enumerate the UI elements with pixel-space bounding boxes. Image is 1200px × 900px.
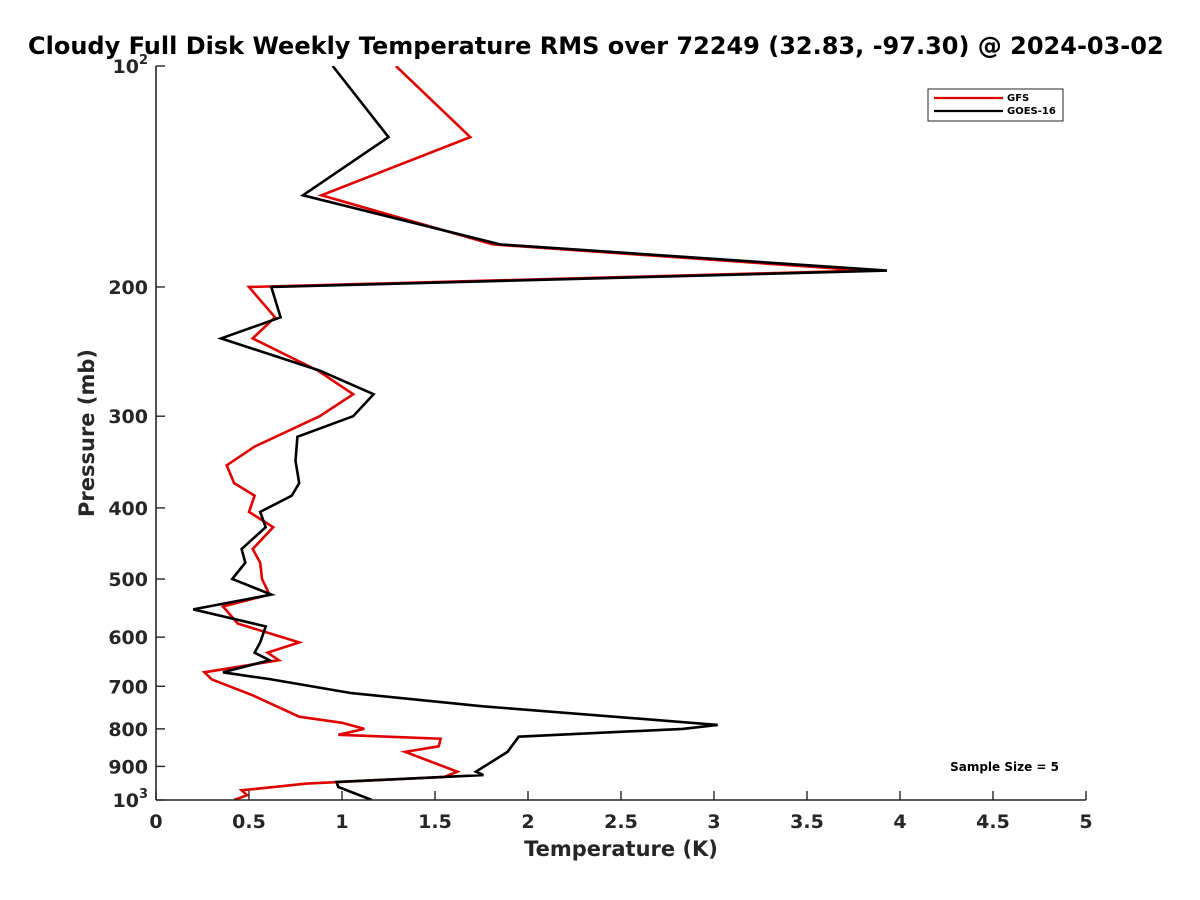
y-tick-label: 700 (108, 676, 148, 698)
legend: GFS GOES-16 (927, 88, 1064, 122)
legend-box (927, 88, 1064, 122)
x-ticks: 0 0.5 1 1.5 2 2.5 3 3.5 4 4.5 5 (149, 791, 1093, 833)
x-tick-label: 1.5 (418, 811, 452, 833)
y-tick-label: 400 (108, 498, 148, 520)
x-tick-label: 2 (521, 811, 534, 833)
y-ticks: 102 200 300 400 500 600 700 800 900 103 (108, 53, 165, 812)
series-layer (192, 66, 888, 800)
y-tick-label: 900 (108, 756, 148, 778)
legend-label-goes: GOES-16 (1007, 106, 1056, 117)
x-tick-label: 0 (149, 811, 162, 833)
series-line-goes-16 (192, 66, 888, 800)
x-tick-label: 4 (893, 811, 906, 833)
series-line-gfs (201, 66, 867, 800)
x-tick-label: 4.5 (976, 811, 1010, 833)
x-axis-label: Temperature (K) (524, 837, 718, 861)
y-axis-label: Pressure (mb) (75, 349, 99, 517)
x-tick-label: 2.5 (604, 811, 638, 833)
x-tick-label: 0.5 (232, 811, 266, 833)
y-tick-label: 500 (108, 569, 148, 591)
y-tick-label: 103 (113, 787, 149, 812)
y-tick-label: 300 (108, 406, 148, 428)
x-tick-label: 5 (1079, 811, 1092, 833)
x-tick-label: 1 (335, 811, 348, 833)
axes-layer (155, 66, 1086, 801)
legend-label-gfs: GFS (1007, 93, 1029, 104)
chart-title: Cloudy Full Disk Weekly Temperature RMS … (28, 32, 1164, 60)
y-tick-label: 200 (108, 277, 148, 299)
x-tick-label: 3.5 (790, 811, 824, 833)
sample-size-annotation: Sample Size = 5 (950, 760, 1059, 774)
y-tick-label: 600 (108, 627, 148, 649)
y-tick-label: 800 (108, 719, 148, 741)
x-tick-label: 3 (707, 811, 720, 833)
y-tick-label: 102 (113, 53, 149, 78)
